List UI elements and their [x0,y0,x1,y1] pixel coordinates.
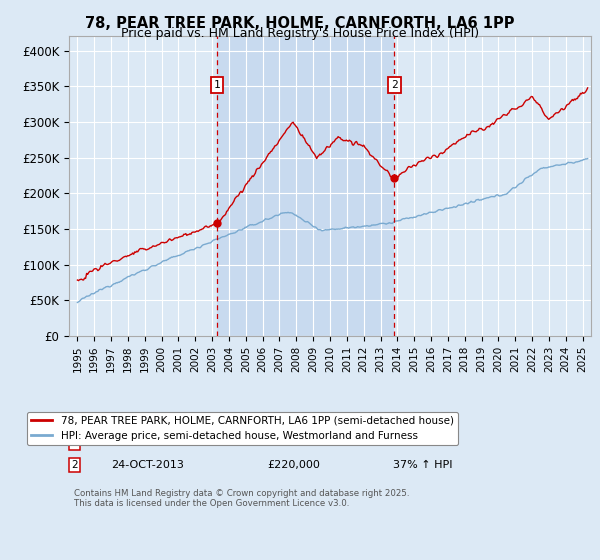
Text: 1: 1 [71,437,77,447]
Text: £220,000: £220,000 [268,460,320,470]
Text: 17-APR-2003: 17-APR-2003 [111,437,182,447]
Text: Price paid vs. HM Land Registry's House Price Index (HPI): Price paid vs. HM Land Registry's House … [121,27,479,40]
Bar [217,36,394,336]
Text: 24-OCT-2013: 24-OCT-2013 [111,460,184,470]
Text: 72% ↑ HPI: 72% ↑ HPI [392,437,452,447]
Text: 37% ↑ HPI: 37% ↑ HPI [392,460,452,470]
Legend: 78, PEAR TREE PARK, HOLME, CARNFORTH, LA6 1PP (semi-detached house), HPI: Averag: 78, PEAR TREE PARK, HOLME, CARNFORTH, LA… [27,412,458,445]
Text: £157,000: £157,000 [268,437,320,447]
Text: 2: 2 [391,80,398,90]
Text: Contains HM Land Registry data © Crown copyright and database right 2025.
This d: Contains HM Land Registry data © Crown c… [74,489,410,508]
Text: 2: 2 [71,460,77,470]
Text: 78, PEAR TREE PARK, HOLME, CARNFORTH, LA6 1PP: 78, PEAR TREE PARK, HOLME, CARNFORTH, LA… [85,16,515,31]
Text: 1: 1 [214,80,220,90]
